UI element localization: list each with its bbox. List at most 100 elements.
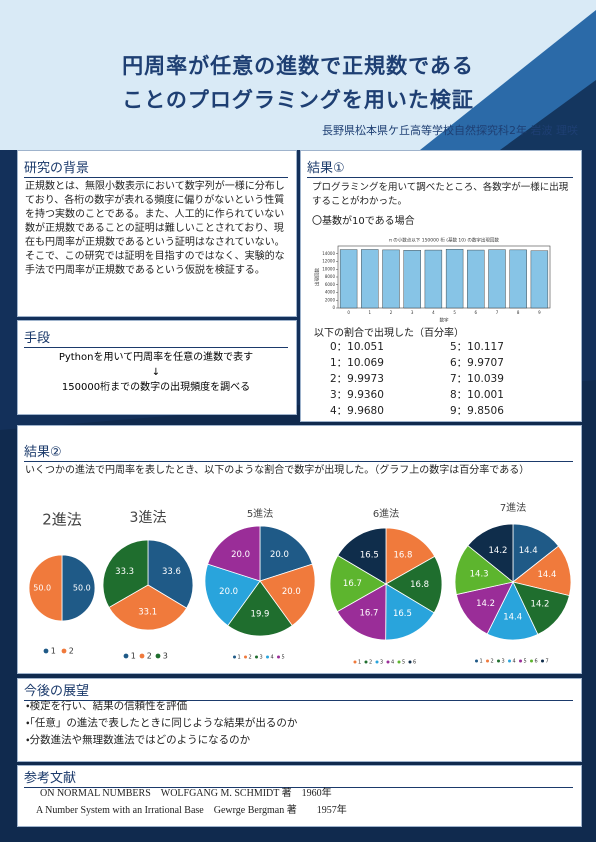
y-tick-label: 2000 [325,297,336,302]
future-item: ・検定を行い、結果の信頼性を評価 [26,700,188,712]
pie-wedge [467,523,514,583]
legend-swatch [353,660,357,664]
wedge-label: 19.9 [251,610,270,620]
pie-wedge [329,554,387,613]
x-tick-label: 6 [475,310,478,315]
pie-title: 5進法 [247,507,273,520]
bar [361,249,379,309]
x-tick-label: 1 [369,310,372,315]
x-tick-label: 9 [538,310,541,315]
author: 長野県松本県ケ丘高等学校自然探究科2年 岩波 理咲 [322,124,578,137]
legend-swatch [386,660,390,664]
legend-swatch [123,653,129,659]
wedge-label: 16.5 [393,609,412,619]
paragraph: そこで、この研究では証明を目指すのではなく、実験的な手法で円周率が正規数であると… [25,251,285,276]
pie-wedge [455,581,514,635]
pie-wedge [512,581,570,635]
legend-label: 5 [402,660,405,666]
poster-title: 円周率が任意の進数で正規数である [122,54,474,78]
y-tick-label: 10000 [322,266,335,271]
rate: 1：10.069 [330,357,384,369]
wedge-label: 16.7 [360,608,379,618]
pie-wedge [385,583,435,641]
legend-swatch [255,655,258,659]
legend-swatch [43,648,49,654]
legend-label: 2 [147,652,152,661]
pie-title: 6進法 [373,507,399,520]
chart-title: π の小数点以下 150000 桁 (基数 10) の数字出現回数 [389,237,499,244]
bar [467,249,485,309]
pie-wedge [454,544,514,596]
method-step: 150000桁までの数字の出現頻度を調べる [61,382,251,393]
pie-wedge [336,583,387,641]
rate: 5：10.117 [450,341,504,353]
legend-swatch [155,653,161,659]
x-tick-label: 0 [347,310,350,315]
legend-label: 1 [131,652,136,661]
wedge-label: 14.2 [476,599,495,609]
legend-label: 1 [480,659,483,665]
pie-wedge [486,581,539,641]
legend-label: 5 [524,659,527,665]
legend-swatch [375,660,379,664]
future-box [17,678,582,762]
legend-label: 4 [513,659,516,665]
legend-label: 2 [249,655,252,661]
legend-swatch [497,659,500,663]
legend-label: 5 [282,655,285,661]
result1-text: プログラミングを用いて調べたところ、各数字が一様に出現することがわかった。 [312,182,569,207]
bar [530,250,549,309]
legend-swatch [277,655,280,659]
background-text: 正規数とは、無限小数表示において数字列が一様に分布しており、各桁の数字が表れる頻… [25,180,289,278]
section-heading: 研究の背景 [24,157,288,178]
legend-label: 4 [391,660,394,666]
method-step: Pythonを用いて円周率を任意の進数で表す [58,352,254,363]
rates-caption: 以下の割合で出現した（百分率） [314,328,464,339]
references-box [17,765,582,827]
bar [445,248,464,309]
wedge-label: 20.0 [282,587,301,597]
legend-swatch [266,655,269,659]
y-axis-label: 出現回数 [314,268,321,286]
pie-wedge [512,523,560,583]
wedge-label: 20.0 [270,550,289,560]
legend-swatch [530,659,533,663]
x-tick-label: 5 [453,310,456,315]
wedge-label: 50.0 [33,584,51,593]
wedge-label: 16.8 [393,550,412,560]
y-tick-label: 0 [332,305,335,310]
bar [339,249,358,309]
bar [382,249,400,309]
bar [403,250,421,309]
legend-label: 3 [380,660,383,666]
legend-label: 4 [271,655,274,661]
section-heading: 参考文献 [24,767,573,788]
y-tick-label: 12000 [322,259,335,264]
pie-wedge [102,539,149,608]
legend-label: 7 [546,659,549,665]
legend-label: 2 [491,659,494,665]
method-step: ↓ [151,367,161,378]
pie-wedge [147,539,194,609]
legend-swatch [397,660,401,664]
rate: 6：9.9707 [450,357,504,369]
legend-swatch [475,659,478,663]
section-heading: 今後の展望 [24,680,573,701]
legend-label: 1 [358,660,361,666]
wedge-label: 20.0 [219,587,238,597]
x-axis-label: 数字 [440,317,449,324]
wedge-label: 14.4 [538,570,557,580]
legend-swatch [139,653,145,659]
pie-wedge [207,525,261,582]
legend-swatch [233,655,236,659]
legend-label: 3 [502,659,505,665]
legend-swatch [244,655,247,659]
rate: 3：9.9360 [330,389,384,401]
wedge-label: 16.7 [343,579,362,589]
wedge-label: 14.4 [503,612,522,622]
legend-swatch [408,660,412,664]
pie-wedge [385,555,443,614]
bar [509,249,527,309]
